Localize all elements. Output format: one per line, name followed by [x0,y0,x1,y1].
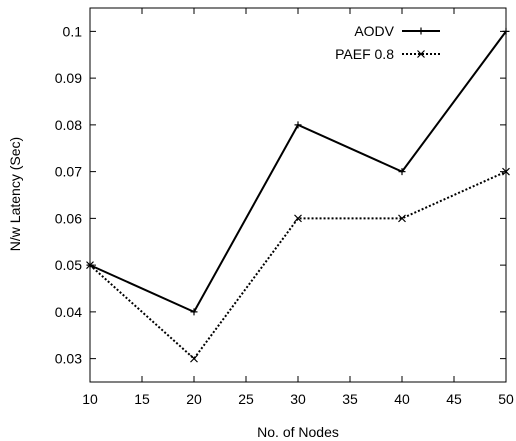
y-tick-label: 0.05 [55,257,82,273]
legend-marker [417,50,425,58]
x-tick-label: 10 [82,391,98,407]
y-tick-label: 0.07 [55,164,82,180]
y-tick-label: 0.03 [55,351,82,367]
y-tick-label: 0.06 [55,210,82,226]
x-tick-label: 35 [342,391,358,407]
legend-label: AODV [354,23,394,39]
marker-stroke [502,167,510,176]
data-point [502,167,510,176]
data-point [398,168,406,176]
series-line [89,170,507,361]
series-1 [86,167,510,363]
legend-entry: AODV [354,23,440,39]
y-tick-label: 0.09 [55,70,82,86]
plot-frame [89,7,507,383]
y-tick-label: 0.1 [63,23,83,39]
x-tick-label: 45 [446,391,462,407]
marker-stroke [294,214,302,223]
marker-stroke [86,261,94,270]
data-point [294,121,302,129]
data-point [86,261,94,270]
y-axis-label: N/w Latency (Sec) [7,137,23,251]
legend-label: PAEF 0.8 [335,46,394,62]
data-point [398,214,406,223]
x-tick-label: 25 [238,391,254,407]
marker-stroke [417,50,425,58]
data-point [294,214,302,223]
x-tick-label: 15 [134,391,150,407]
marker-stroke [190,354,198,363]
series-line [89,30,507,314]
y-tick-label: 0.04 [55,304,82,320]
legend-entry: PAEF 0.8 [335,46,440,62]
series-0 [86,27,510,316]
legend-marker [417,27,425,35]
x-tick-label: 30 [290,391,306,407]
x-tick-label: 20 [186,391,202,407]
x-axis-label: No. of Nodes [257,424,339,440]
data-point [190,354,198,363]
x-tick-label: 40 [394,391,410,407]
x-tick-label: 50 [498,391,514,407]
marker-stroke [398,214,406,223]
y-tick-label: 0.08 [55,117,82,133]
data-point [502,27,510,35]
data-point [190,308,198,316]
